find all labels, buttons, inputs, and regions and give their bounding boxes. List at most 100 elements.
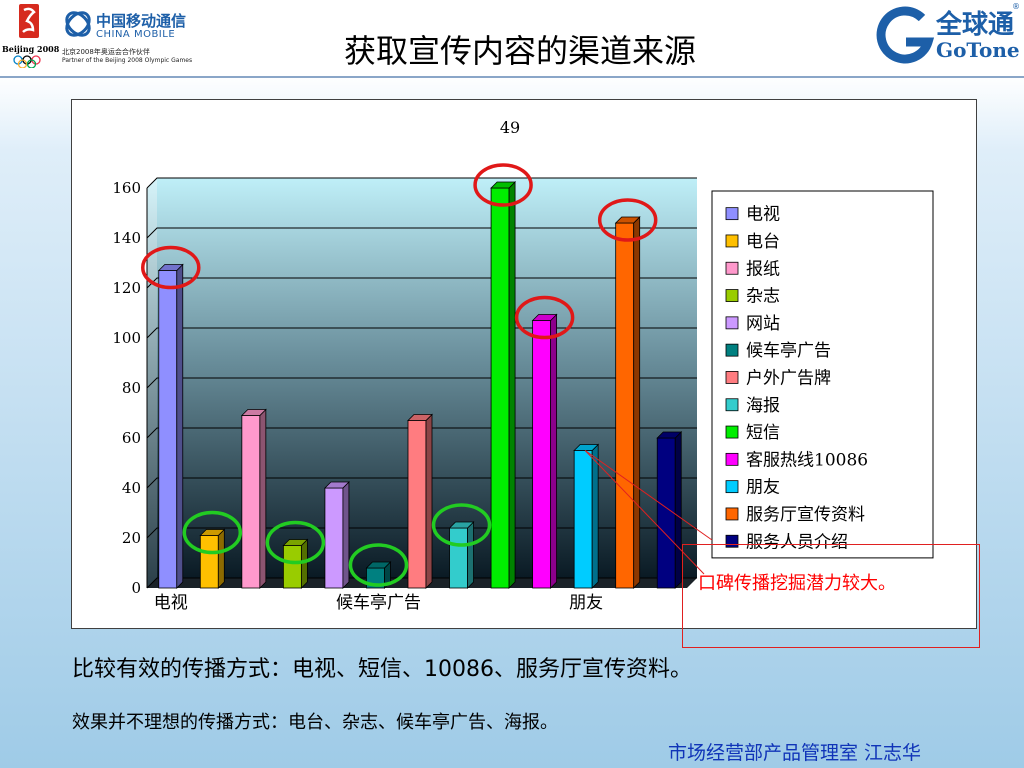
beijing-2008-text: Beijing 2008 bbox=[2, 44, 60, 54]
china-mobile-en: CHINA MOBILE bbox=[96, 29, 176, 40]
highlight-circle bbox=[348, 543, 409, 587]
bar bbox=[407, 413, 433, 589]
gridline bbox=[146, 227, 697, 239]
bar-top bbox=[531, 314, 558, 321]
y-tick-label: 140 bbox=[112, 229, 141, 247]
china-mobile-icon bbox=[65, 11, 91, 37]
bar bbox=[157, 263, 184, 589]
callout-pointer-line bbox=[584, 450, 705, 575]
gotone-registered: ® bbox=[1012, 2, 1020, 11]
bar-top bbox=[240, 409, 267, 416]
bar-side bbox=[674, 431, 682, 589]
gridline bbox=[146, 577, 697, 589]
bar bbox=[531, 313, 558, 589]
china-mobile-cn: 中国移动通信 bbox=[96, 12, 187, 30]
legend-swatch bbox=[725, 207, 739, 221]
bar-top bbox=[448, 521, 475, 529]
bar-top bbox=[199, 529, 226, 536]
legend-swatch bbox=[725, 371, 739, 384]
legend-swatch bbox=[725, 425, 739, 439]
bar bbox=[199, 528, 226, 589]
legend-swatch bbox=[725, 289, 739, 302]
chart-frame: 0 20 40 60 80 100 120 140 160 49 电视 候车亭广告 朋友 电视 电台 报纸杂… bbox=[71, 99, 977, 629]
bar bbox=[448, 521, 475, 589]
gotone-g-icon bbox=[876, 6, 934, 64]
y-tick-label: 160 bbox=[112, 179, 141, 197]
legend-label: 短信 bbox=[746, 423, 780, 443]
bar-side bbox=[633, 216, 641, 589]
y-tick-label: 60 bbox=[122, 429, 141, 447]
slide-header bbox=[0, 0, 1024, 76]
bar bbox=[282, 538, 309, 589]
bar-front bbox=[532, 320, 552, 589]
bar bbox=[490, 181, 517, 589]
bar bbox=[573, 443, 600, 589]
bar-side bbox=[425, 413, 433, 589]
bar-side bbox=[508, 181, 516, 589]
highlight-circle bbox=[431, 503, 492, 547]
bar-top bbox=[323, 481, 350, 489]
bar-front bbox=[407, 420, 427, 589]
legend-label: 电台 bbox=[746, 232, 780, 252]
gridline bbox=[146, 327, 697, 339]
bar-top bbox=[614, 216, 641, 224]
legend-label: 朋友 bbox=[746, 478, 780, 498]
highlight-circle bbox=[473, 163, 533, 207]
bar-front bbox=[449, 527, 468, 589]
olympic-partner-en: Partner of the Beijing 2008 Olympic Game… bbox=[62, 57, 193, 64]
x-tick-label: 候车亭广告 bbox=[336, 593, 421, 613]
gridline bbox=[146, 177, 697, 189]
bar-top bbox=[365, 561, 392, 569]
olympic-partner-cn: 北京2008年奥运会合作伙伴 bbox=[62, 48, 150, 56]
bar-top bbox=[407, 414, 433, 421]
bar-top bbox=[490, 181, 517, 189]
y-tick-label: 40 bbox=[122, 479, 141, 497]
bar-top bbox=[157, 264, 184, 271]
bar-front bbox=[573, 450, 593, 589]
bar-front bbox=[199, 535, 219, 589]
y-tick-label: 0 bbox=[131, 579, 141, 597]
gridline bbox=[146, 427, 697, 439]
legend-label: 服务厅宣传资料 bbox=[746, 505, 865, 525]
conclusion-ineffective: 效果并不理想的传播方式：电台、杂志、候车亭广告、海报。 bbox=[72, 712, 558, 733]
bar-front bbox=[282, 545, 302, 589]
slide-title: 获取宣传内容的渠道来源 bbox=[343, 32, 696, 70]
bar bbox=[656, 431, 683, 589]
legend-swatch bbox=[725, 480, 739, 494]
legend-label: 客服热线10086 bbox=[746, 450, 868, 470]
gridline bbox=[146, 527, 697, 539]
gridline bbox=[146, 477, 697, 489]
legend-label: 候车亭广告 bbox=[746, 341, 831, 361]
callout-text: 口碑传播挖掘潜力较大。 bbox=[698, 573, 896, 594]
gotone-en: GoTone bbox=[936, 38, 1020, 62]
bar-front bbox=[241, 415, 261, 589]
bar-front bbox=[656, 437, 676, 589]
conclusion-effective: 比较有效的传播方式：电视、短信、10086、服务厅宣传资料。 bbox=[72, 657, 692, 682]
bar-front bbox=[615, 222, 635, 589]
bar-front bbox=[490, 187, 510, 589]
legend-swatch bbox=[725, 234, 739, 248]
legend-label: 杂志 bbox=[746, 287, 780, 307]
legend-label: 户外广告牌 bbox=[746, 368, 831, 388]
legend-label: 电视 bbox=[746, 205, 780, 225]
bar-top bbox=[573, 444, 600, 451]
bar-top bbox=[656, 431, 683, 439]
legend-label: 海报 bbox=[746, 396, 780, 416]
legend-label: 报纸 bbox=[746, 259, 780, 279]
gridline bbox=[146, 377, 697, 389]
bar-front bbox=[324, 487, 344, 589]
y-tick-label: 80 bbox=[122, 379, 141, 397]
x-tick-label: 电视 bbox=[154, 593, 188, 613]
legend-box bbox=[711, 190, 934, 559]
x-tick-label: 朋友 bbox=[569, 593, 603, 613]
bar-side bbox=[176, 263, 184, 589]
legend-swatch bbox=[725, 343, 739, 357]
bar-top bbox=[282, 539, 309, 546]
bar-side bbox=[467, 521, 474, 589]
bar-side bbox=[550, 313, 558, 589]
legend-swatch bbox=[725, 261, 739, 275]
y-tick-label: 20 bbox=[122, 529, 141, 547]
highlight-circle bbox=[597, 198, 658, 242]
header-divider bbox=[0, 76, 1024, 78]
